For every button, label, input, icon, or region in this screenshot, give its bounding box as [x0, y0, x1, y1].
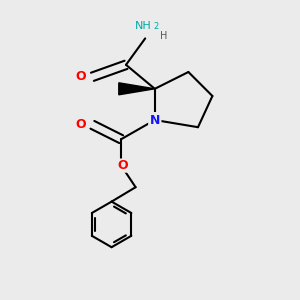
Text: H: H [160, 31, 167, 41]
Text: O: O [76, 70, 86, 83]
Polygon shape [119, 83, 155, 95]
Text: 2: 2 [153, 22, 159, 31]
Text: NH: NH [134, 21, 151, 31]
Text: O: O [76, 118, 86, 131]
Text: N: N [150, 113, 160, 127]
Text: O: O [117, 159, 128, 172]
